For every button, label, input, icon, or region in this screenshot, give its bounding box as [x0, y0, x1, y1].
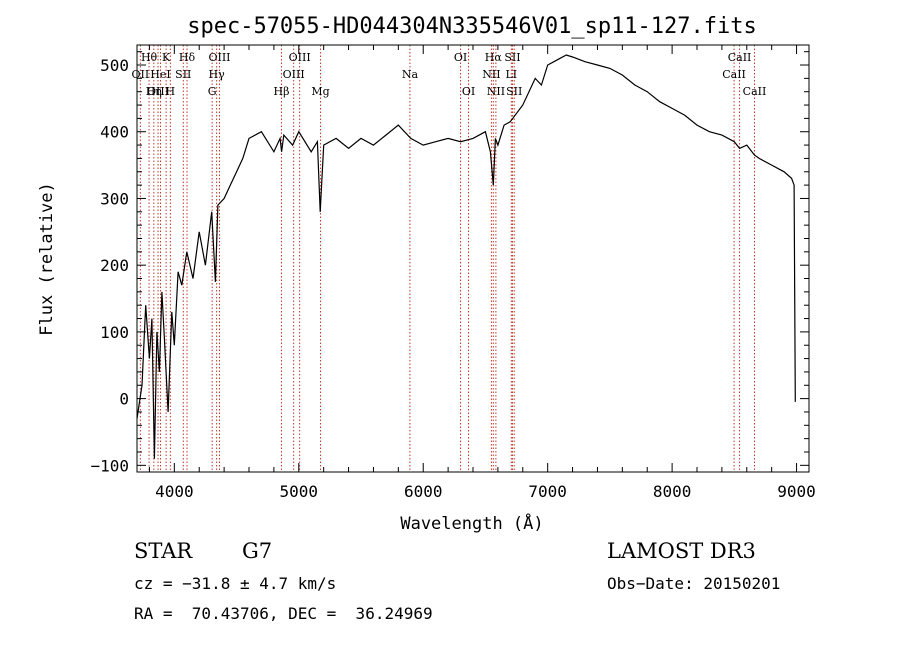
y-tick-label: 200 [100, 256, 129, 275]
spectral-line-label: SII [175, 68, 191, 81]
object-subclass: G7 [242, 539, 273, 563]
spectral-line-markers [139, 45, 755, 472]
x-tick-label: 7000 [528, 482, 567, 501]
y-axis-ticks: −100 0 100 200 300 400 500 [90, 51, 809, 475]
spectral-line-label: K [162, 51, 171, 64]
spectral-line-label: NII [487, 85, 505, 98]
spectral-line-label: Na [402, 68, 419, 81]
y-tick-label: 400 [100, 123, 129, 142]
y-tick-label: 100 [100, 323, 129, 342]
redshift-velocity: cz = −31.8 ± 4.7 km/s [134, 574, 337, 593]
spectral-line-label: CaII [743, 85, 767, 98]
spectral-line-label: HeI [150, 68, 170, 81]
spectral-line-label: Hη [146, 85, 162, 98]
x-tick-label: 8000 [653, 482, 692, 501]
spectral-line-label: G [208, 85, 217, 98]
spectral-line-label: OIII [289, 51, 311, 64]
spectrum-series-line [136, 54, 796, 459]
spectral-line-label: OI [462, 85, 475, 98]
ra-dec-coordinates: RA = 70.43706, DEC = 36.24969 [134, 604, 433, 623]
spectral-line-label: Hγ [209, 68, 226, 81]
x-axis-label: Wavelength (Å) [400, 512, 543, 534]
spectral-line-label: CaII [728, 51, 752, 64]
spectral-line-label: Hδ [179, 51, 196, 64]
spectral-line-label: Hβ [274, 85, 290, 98]
spectral-line-label: OI [454, 51, 467, 64]
y-tick-label: 0 [119, 390, 129, 409]
x-tick-label: 9000 [777, 482, 816, 501]
plot-frame [136, 44, 810, 473]
survey-name: LAMOST DR3 [607, 539, 756, 563]
spectral-line-label: H [166, 85, 176, 98]
spectral-line-label: Mg [311, 85, 329, 98]
spectral-line-label: OII [132, 68, 150, 81]
y-tick-label: 500 [100, 56, 129, 75]
spectral-line-label: OIII [208, 51, 230, 64]
spectral-line-label: Hθ [141, 51, 158, 64]
spectral-line-label: SII [506, 85, 522, 98]
x-tick-label: 6000 [404, 482, 443, 501]
observation-date: Obs−Date: 20150201 [607, 574, 781, 593]
y-axis-label: Flux (relative) [37, 182, 57, 336]
spectral-line-label: NII [482, 68, 500, 81]
y-tick-label: −100 [90, 456, 129, 475]
chart-title: spec-57055-HD044304N335546V01_sp11-127.f… [187, 14, 757, 39]
spectral-line-label: SII [504, 51, 520, 64]
spectral-line-label: Hα [485, 51, 503, 64]
spectral-line-labels: Hθ OII OIII K H HeI Hη SII Hδ OIII Hγ G Hβ OIII OIII Mg… [132, 51, 767, 98]
spectral-line-label: OIII [147, 85, 169, 98]
x-axis-ticks: 4000 5000 6000 7000 8000 9000 [148, 45, 816, 501]
y-tick-label: 300 [100, 189, 129, 208]
spectral-line-label: LI [506, 68, 518, 81]
spectral-line-label: OIII [283, 68, 305, 81]
spectral-line-label: CaII [722, 68, 746, 81]
x-tick-label: 5000 [280, 482, 319, 501]
x-tick-label: 4000 [155, 482, 194, 501]
object-class: STAR [134, 539, 193, 563]
